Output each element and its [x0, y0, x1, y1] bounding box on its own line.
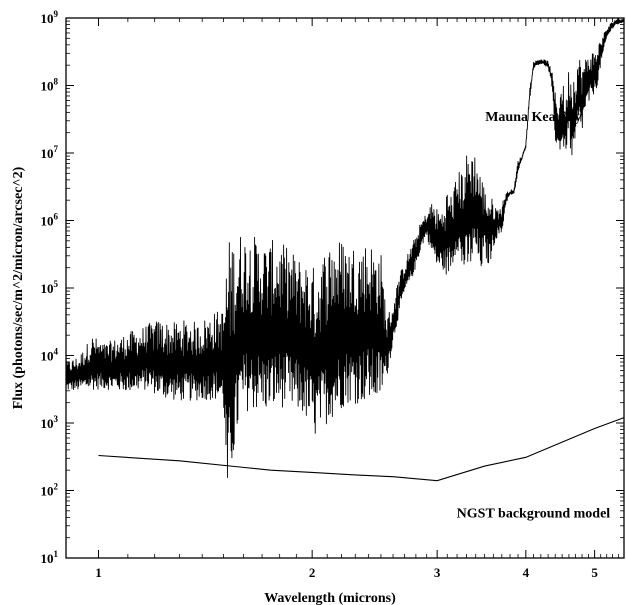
y-tick-label: 102: [41, 482, 59, 499]
y-tick-label: 101: [41, 549, 59, 566]
ngst-background-line: [98, 417, 625, 482]
x-tick-label: 3: [434, 565, 441, 580]
annotations: Mauna Kea Sky NGST background model: [457, 110, 611, 522]
tick-labels: 101 102 103 104 105 106 107 108 109 1 2 3 4 5: [41, 9, 599, 580]
chart-series: [65, 18, 625, 482]
x-tick-label: 4: [523, 565, 530, 580]
chart-annotation: Mauna Kea Sky: [485, 110, 581, 125]
y-tick-label: 109: [41, 9, 59, 26]
y-tick-label: 108: [41, 77, 59, 94]
y-axis-title: Flux (photons/sec/m^2/micron/arcsec^2): [11, 166, 26, 409]
y-tick-label: 105: [41, 279, 59, 296]
chart-annotation: NGST background model: [457, 506, 611, 521]
x-tick-label: 2: [309, 565, 316, 580]
y-tick-label: 107: [41, 144, 59, 161]
x-axis-title: Wavelength (microns): [264, 591, 396, 605]
y-tick-label: 104: [41, 347, 59, 364]
x-tick-label: 5: [591, 565, 598, 580]
axis-ticks: [65, 17, 625, 559]
mauna-kea-sky-line: [65, 18, 625, 478]
y-tick-label: 103: [41, 414, 59, 431]
y-tick-label: 106: [41, 212, 59, 229]
x-tick-label: 1: [95, 565, 102, 580]
